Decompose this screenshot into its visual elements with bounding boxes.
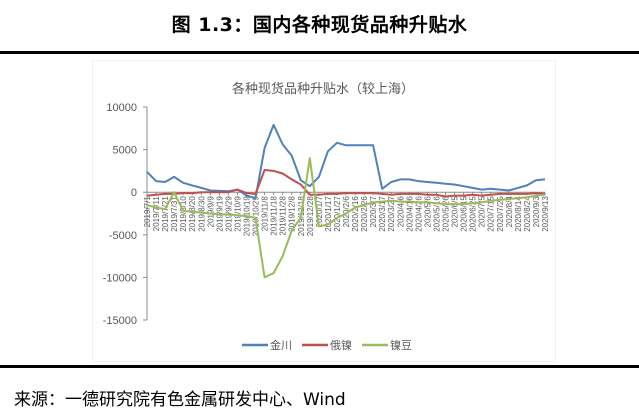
x-tick-label: 2019/8/30 bbox=[197, 196, 206, 232]
x-tick-label: 2020/4/26 bbox=[414, 196, 423, 232]
x-tick-label: 2019/8/20 bbox=[188, 196, 197, 232]
x-tick-label: 2019/7/31 bbox=[170, 196, 179, 232]
y-tick-label: -5000 bbox=[109, 230, 137, 242]
chart-frame bbox=[92, 60, 556, 362]
x-tick-label: 2019/10/9 bbox=[233, 196, 242, 232]
x-tick-label: 2020/3/7 bbox=[369, 196, 378, 228]
x-tick-label: 2020/2/16 bbox=[351, 196, 360, 232]
x-tick-label: 2020/5/16 bbox=[432, 196, 441, 232]
x-tick-label: 2019/12/8 bbox=[288, 196, 297, 232]
x-tick-label: 2020/2/26 bbox=[360, 196, 369, 232]
x-tick-label: 2019/11/8 bbox=[261, 196, 270, 232]
x-tick-label: 2019/7/11 bbox=[152, 196, 161, 232]
x-tick-label: 2019/8/10 bbox=[179, 196, 188, 232]
x-tick-label: 2020/6/25 bbox=[469, 196, 478, 232]
x-tick-label: 2020/1/7 bbox=[315, 196, 324, 228]
x-tick-label: 2020/6/15 bbox=[460, 196, 469, 232]
y-tick-label: 0 bbox=[131, 187, 137, 199]
legend-label: 金川 bbox=[270, 338, 292, 352]
x-tick-label: 2020/1/27 bbox=[333, 196, 342, 232]
source-note: 来源：一德研究院有色金属研发中心、Wind bbox=[14, 390, 346, 410]
x-tick-label: 2020/6/5 bbox=[451, 196, 460, 228]
x-tick-label: 2020/9/13 bbox=[541, 196, 550, 232]
x-tick-label: 2019/9/9 bbox=[206, 196, 215, 228]
x-tick-label: 2020/7/15 bbox=[487, 196, 496, 232]
x-tick-label: 2020/1/17 bbox=[324, 196, 333, 232]
y-tick-label: 10000 bbox=[106, 102, 137, 114]
bottom-divider bbox=[0, 365, 639, 368]
y-axis: 10000 5000 0 -5000 -10000 -15000 bbox=[103, 102, 148, 327]
legend-label: 镍豆 bbox=[390, 338, 412, 352]
x-tick-label: 2020/9/3 bbox=[532, 196, 541, 228]
x-tick-label: 2020/4/16 bbox=[405, 196, 414, 232]
figure-title: 图 1.3：国内各种现货品种升贴水 bbox=[171, 14, 468, 36]
x-tick-label: 2020/3/27 bbox=[387, 196, 396, 232]
x-tick-label: 2020/4/6 bbox=[396, 196, 405, 228]
chart-title: 各种现货品种升贴水（较上海） bbox=[231, 82, 414, 97]
x-tick-label: 2020/7/5 bbox=[478, 196, 487, 228]
series-line bbox=[146, 157, 546, 279]
x-tick-label: 2019/11/28 bbox=[279, 196, 288, 236]
x-tick-label: 2020/8/24 bbox=[523, 196, 532, 232]
legend: 金川 俄镍 镍豆 bbox=[242, 338, 412, 352]
x-tick-label: 2019/11/18 bbox=[270, 196, 279, 236]
x-tick-label: 2019/12/28 bbox=[306, 196, 315, 237]
x-tick-label: 2019/7/21 bbox=[161, 196, 170, 232]
series-line bbox=[146, 123, 546, 200]
y-tick-label: -10000 bbox=[103, 272, 137, 284]
x-tick-label: 2020/8/4 bbox=[505, 196, 514, 228]
x-tick-label: 2019/10/29 bbox=[252, 196, 261, 237]
y-tick-label: 5000 bbox=[113, 145, 137, 157]
legend-label: 俄镍 bbox=[330, 338, 352, 352]
x-tick-label: 2020/5/26 bbox=[442, 196, 451, 232]
top-divider bbox=[0, 51, 639, 54]
x-tick-label: 2020/2/6 bbox=[342, 196, 351, 228]
x-tick-label: 2020/5/6 bbox=[423, 196, 432, 228]
x-tick-label: 2019/7/1 bbox=[143, 196, 152, 228]
series-line bbox=[146, 169, 546, 198]
x-tick-label: 2020/3/17 bbox=[378, 196, 387, 232]
x-tick-label: 2020/8/14 bbox=[514, 196, 523, 232]
y-tick-label: -15000 bbox=[103, 315, 137, 327]
series-lines bbox=[146, 123, 546, 279]
x-tick-label: 2020/7/25 bbox=[496, 196, 505, 232]
